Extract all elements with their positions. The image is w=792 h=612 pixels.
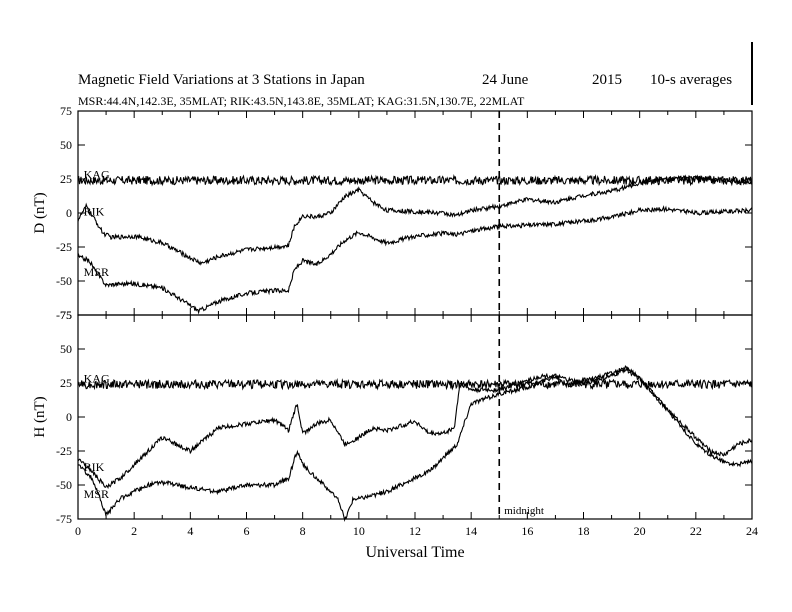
series-msr-d-line	[77, 205, 753, 315]
panel-d-ylabel: D (nT)	[32, 192, 48, 233]
panel-h-ytick-label: -25	[56, 444, 72, 458]
chart-averaging: 10-s averages	[650, 72, 733, 88]
series-rik-h-label: RIK	[84, 460, 105, 474]
x-tick-label: 20	[634, 524, 646, 538]
series-kag-h-line	[77, 377, 753, 391]
series-kag-h-label: KAG	[84, 371, 110, 385]
series-msr-h-line	[77, 365, 753, 523]
x-tick-label: 22	[690, 524, 702, 538]
panel-h-ylabel: H (nT)	[32, 396, 48, 437]
x-tick-label: 18	[578, 524, 590, 538]
midnight-annotation: midnight	[504, 505, 544, 517]
x-tick-label: 14	[465, 524, 477, 538]
panel-h-ytick-label: 0	[66, 410, 72, 424]
x-tick-label: 24	[746, 524, 758, 538]
panel-d-ytick-label: 50	[60, 138, 72, 152]
series-rik-d-line	[77, 174, 753, 266]
chart-title: Magnetic Field Variations at 3 Stations …	[78, 72, 732, 89]
panel-h-ytick-label: 25	[60, 376, 72, 390]
panel-d-ytick-label: -50	[56, 274, 72, 288]
series-rik-d-label: RIK	[84, 205, 105, 219]
panel-h-ytick-label: -75	[56, 512, 72, 526]
panel-h-ytick-label: -50	[56, 478, 72, 492]
panel-h-frame	[77, 314, 753, 520]
chart-title-text: Magnetic Field Variations at 3 Stations …	[78, 72, 365, 88]
panel-h-ytick-label: 75	[60, 308, 72, 322]
series-kag-d-label: KAG	[84, 167, 110, 181]
panel-d-ytick-label: 0	[66, 206, 72, 220]
x-tick-label: 8	[300, 524, 306, 538]
x-tick-label: 6	[244, 524, 250, 538]
chart-year: 2015	[592, 72, 622, 88]
x-tick-label: 16	[521, 524, 533, 538]
panel-d-ytick-label: 25	[60, 172, 72, 186]
chart-date: 24 June	[482, 72, 529, 88]
panel-d-ytick-label: -75	[56, 308, 72, 322]
series-msr-h-label: MSR	[84, 487, 109, 501]
panel-h-ytick-label: 50	[60, 342, 72, 356]
x-tick-label: 4	[187, 524, 193, 538]
station-info: MSR:44.4N,142.3E, 35MLAT; RIK:43.5N,143.…	[78, 94, 525, 108]
x-tick-label: 2	[131, 524, 137, 538]
x-tick-label: 0	[75, 524, 81, 538]
panel-d-ytick-label: -25	[56, 240, 72, 254]
x-tick-label: 10	[353, 524, 365, 538]
x-tick-label: 12	[409, 524, 421, 538]
panel-d-ytick-label: 75	[60, 104, 72, 118]
x-axis-label: Universal Time	[365, 544, 464, 561]
series-msr-d-label: MSR	[84, 265, 109, 279]
